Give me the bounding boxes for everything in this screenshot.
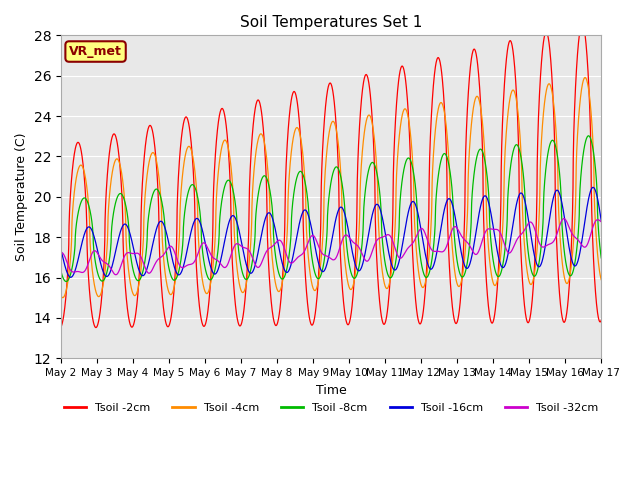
Line: Tsoil -4cm: Tsoil -4cm <box>61 77 601 298</box>
Legend: Tsoil -2cm, Tsoil -4cm, Tsoil -8cm, Tsoil -16cm, Tsoil -32cm: Tsoil -2cm, Tsoil -4cm, Tsoil -8cm, Tsoi… <box>60 398 603 417</box>
Tsoil -8cm <box>208 276 216 281</box>
Tsoil -2cm <box>208 254 216 260</box>
Tsoil -8cm <box>585 133 593 139</box>
Tsoil -8cm <box>358 235 366 241</box>
Y-axis label: Soil Temperature (C): Soil Temperature (C) <box>15 132 28 261</box>
Tsoil -2cm <box>565 290 573 296</box>
Tsoil -4cm <box>597 277 605 283</box>
Tsoil -16cm <box>57 247 65 253</box>
Tsoil -32cm <box>112 272 120 277</box>
Tsoil -8cm <box>550 138 557 144</box>
Tsoil -32cm <box>550 238 557 244</box>
Tsoil -4cm <box>581 74 589 80</box>
Tsoil -2cm <box>57 324 65 330</box>
Tsoil -2cm <box>579 21 586 26</box>
Tsoil -8cm <box>565 271 573 277</box>
Tsoil -8cm <box>347 269 355 275</box>
Tsoil -32cm <box>358 252 366 258</box>
Tsoil -4cm <box>57 293 65 299</box>
Tsoil -32cm <box>488 227 496 232</box>
Tsoil -16cm <box>488 217 496 223</box>
Title: Soil Temperatures Set 1: Soil Temperatures Set 1 <box>240 15 422 30</box>
Tsoil -16cm <box>358 262 366 267</box>
Tsoil -4cm <box>59 295 67 300</box>
Tsoil -2cm <box>597 317 605 323</box>
Tsoil -16cm <box>565 242 573 248</box>
Tsoil -32cm <box>208 253 216 259</box>
Tsoil -4cm <box>550 101 557 107</box>
Tsoil -4cm <box>565 278 573 284</box>
Tsoil -32cm <box>57 250 65 255</box>
Tsoil -2cm <box>347 313 355 319</box>
Line: Tsoil -8cm: Tsoil -8cm <box>61 136 601 281</box>
Tsoil -8cm <box>488 250 496 256</box>
Tsoil -4cm <box>347 287 355 292</box>
Tsoil -16cm <box>67 275 75 280</box>
Tsoil -16cm <box>597 218 605 224</box>
Tsoil -32cm <box>560 216 568 221</box>
Tsoil -8cm <box>63 278 70 284</box>
Tsoil -32cm <box>597 219 605 225</box>
Line: Tsoil -32cm: Tsoil -32cm <box>61 218 601 275</box>
Tsoil -4cm <box>358 146 366 152</box>
X-axis label: Time: Time <box>316 384 346 396</box>
Tsoil -2cm <box>92 324 100 330</box>
Tsoil -8cm <box>57 269 65 275</box>
Tsoil -4cm <box>488 276 496 282</box>
Tsoil -8cm <box>597 255 605 261</box>
Tsoil -32cm <box>347 237 355 242</box>
Text: VR_met: VR_met <box>69 45 122 58</box>
Tsoil -2cm <box>550 112 557 118</box>
Tsoil -16cm <box>550 193 557 199</box>
Tsoil -16cm <box>208 268 216 274</box>
Tsoil -16cm <box>347 241 355 247</box>
Line: Tsoil -2cm: Tsoil -2cm <box>61 24 601 327</box>
Tsoil -32cm <box>565 224 573 230</box>
Tsoil -2cm <box>488 320 496 326</box>
Tsoil -16cm <box>589 184 597 190</box>
Tsoil -4cm <box>208 272 216 278</box>
Tsoil -2cm <box>358 86 366 92</box>
Line: Tsoil -16cm: Tsoil -16cm <box>61 187 601 277</box>
